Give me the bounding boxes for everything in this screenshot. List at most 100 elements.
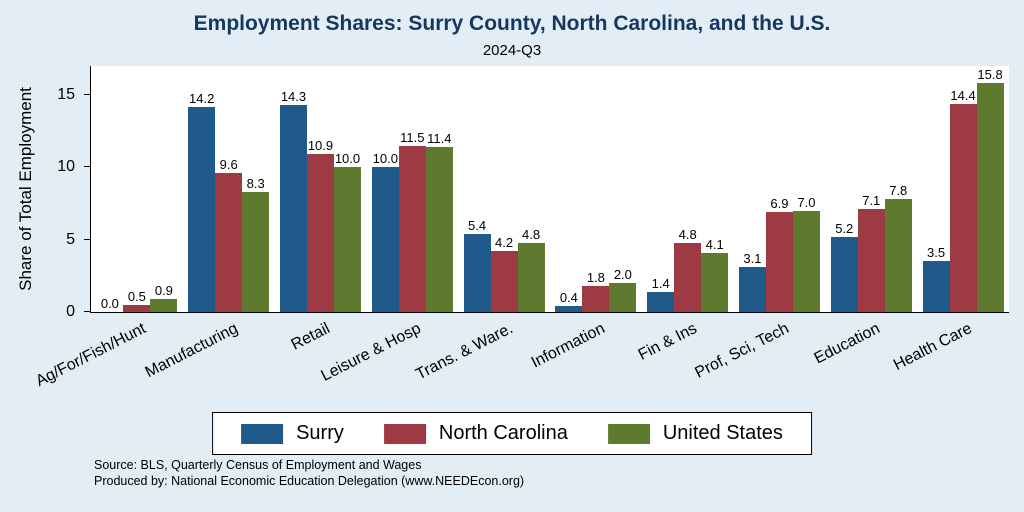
bar-cell: 0.9	[150, 66, 178, 312]
bar-value-label: 0.9	[154, 282, 173, 298]
bar	[884, 199, 912, 312]
bar-value-label: 0.4	[559, 290, 578, 306]
source-line-1: Source: BLS, Quarterly Census of Employm…	[94, 458, 422, 472]
bar	[609, 283, 637, 312]
bar	[150, 298, 178, 312]
bar-value-label: 4.2	[495, 235, 514, 251]
bar-value-label: 6.9	[770, 196, 789, 212]
legend-item: Surry	[241, 422, 344, 445]
legend-label: North Carolina	[438, 422, 568, 444]
bar-cell: 3.1	[738, 66, 766, 312]
legend-swatch	[383, 423, 426, 444]
bar	[188, 106, 216, 312]
y-tick-label: 0	[66, 303, 75, 320]
legend-swatch	[241, 423, 284, 444]
y-tick-label: 10	[57, 158, 75, 176]
bar-cell: 7.8	[884, 66, 912, 312]
bar-cell: 0.0	[96, 66, 123, 312]
bar	[830, 236, 858, 312]
y-tick-mark	[84, 311, 90, 312]
y-tick-label: 15	[57, 85, 75, 103]
bar	[398, 145, 426, 312]
y-tick-mark	[84, 238, 90, 240]
bar-cell: 11.5	[398, 66, 426, 312]
bar	[976, 83, 1004, 312]
y-tick-label: 5	[66, 230, 75, 248]
bar	[463, 233, 491, 312]
bar-cell: 11.4	[425, 66, 453, 312]
bar	[215, 173, 243, 312]
bar-cell: 10.0	[371, 66, 399, 312]
bar-cell: 10.9	[306, 66, 334, 312]
bar-cell: 7.1	[857, 66, 885, 312]
bar-cell: 3.5	[922, 66, 950, 312]
bar-value-label: 5.4	[468, 217, 487, 233]
bar-value-label: 8.3	[246, 175, 265, 191]
bar-value-label: 10.0	[372, 151, 398, 167]
bar-value-label: 14.4	[950, 87, 976, 103]
bar-value-label: 5.2	[835, 220, 854, 236]
legend: Surry North Carolina United States	[212, 412, 812, 455]
bar	[279, 105, 307, 312]
bar	[517, 242, 545, 312]
bar-value-label: 1.4	[651, 275, 670, 291]
bar	[792, 210, 820, 312]
bar-cell: 10.0	[333, 66, 361, 312]
bar-groups: 0.0 0.5 0.9 14.2 9.6 8.3 14.3 10.9 10.0 10.0 11.5 1…	[91, 66, 1009, 312]
bar-group: 3.1 6.9 7.0	[734, 66, 826, 312]
bar-value-label: 4.8	[678, 226, 697, 242]
bar-cell: 9.6	[215, 66, 243, 312]
bar-value-label: 7.8	[889, 183, 908, 199]
bar	[674, 242, 702, 312]
bar-group: 14.3 10.9 10.0	[275, 66, 367, 312]
bar-cell: 2.0	[609, 66, 637, 312]
bar-cell: 4.2	[490, 66, 518, 312]
bar-group: 14.2 9.6 8.3	[183, 66, 275, 312]
source-note: Source: BLS, Quarterly Census of Employm…	[94, 457, 524, 490]
bar-group: 1.4 4.8 4.1	[642, 66, 734, 312]
bar-value-label: 0.5	[127, 288, 146, 304]
bar-cell: 0.5	[123, 66, 151, 312]
bar-value-label: 7.1	[862, 193, 881, 209]
bar-value-label: 10.0	[334, 151, 361, 167]
bar-cell: 4.1	[701, 66, 729, 312]
bar	[949, 103, 977, 312]
bar-group: 5.4 4.2 4.8	[458, 66, 550, 312]
bar-value-label: 11.5	[400, 129, 425, 145]
y-axis-label: Share of Total Employment	[16, 87, 35, 291]
bar	[306, 154, 334, 312]
bar-value-label: 14.3	[280, 89, 307, 105]
bar-value-label: 4.1	[705, 236, 724, 252]
bar-cell: 4.8	[517, 66, 545, 312]
bar	[555, 306, 583, 312]
bar	[922, 261, 950, 312]
legend-label: United States	[662, 422, 783, 444]
source-line-2: Produced by: National Economic Education…	[94, 474, 525, 489]
bar	[701, 252, 729, 312]
bar-cell: 6.9	[765, 66, 793, 312]
y-tick-mark	[84, 93, 90, 95]
bar	[738, 267, 766, 312]
bar-value-label: 10.9	[307, 138, 334, 154]
bar	[490, 251, 518, 312]
bar-group: 5.2 7.1 7.8	[825, 66, 917, 312]
bar-cell: 15.8	[976, 66, 1004, 312]
bar-value-label: 0.0	[100, 296, 119, 311]
bar-cell: 1.4	[647, 66, 675, 312]
bar	[857, 209, 885, 312]
bar-value-label: 15.8	[977, 67, 1003, 83]
chart-subtitle: 2024-Q3	[482, 42, 542, 59]
bar	[582, 285, 610, 312]
bar-group: 3.5 14.4 15.8	[917, 66, 1009, 312]
bar	[242, 191, 270, 312]
bar-cell: 14.4	[949, 66, 977, 312]
bar-cell: 5.4	[463, 66, 491, 312]
bar	[425, 147, 453, 312]
bar-group: 10.0 11.5 11.4	[366, 66, 458, 312]
bar	[765, 212, 793, 312]
bar-cell: 7.0	[792, 66, 820, 312]
bar-value-label: 3.1	[743, 251, 762, 267]
chart-title: Employment Shares: Surry County, North C…	[193, 12, 831, 35]
bar	[123, 304, 151, 312]
bar-value-label: 2.0	[613, 267, 632, 283]
